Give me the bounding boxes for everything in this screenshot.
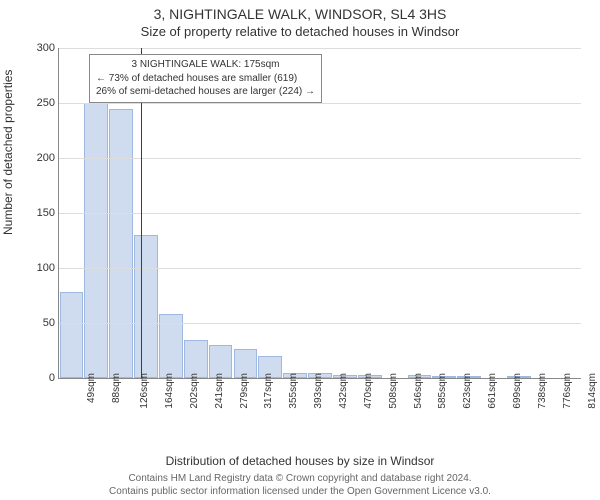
x-tick-label: 393sqm bbox=[313, 373, 324, 409]
x-tick-label: 508sqm bbox=[387, 373, 398, 409]
y-tick-label: 50 bbox=[25, 317, 55, 329]
footer-line-1: Contains HM Land Registry data © Crown c… bbox=[0, 472, 600, 485]
x-tick-label: 49sqm bbox=[86, 373, 97, 403]
x-tick-label: 432sqm bbox=[338, 373, 349, 409]
x-tick-label: 546sqm bbox=[412, 373, 423, 409]
x-axis-label: Distribution of detached houses by size … bbox=[0, 454, 600, 468]
histogram-bar bbox=[109, 109, 133, 379]
x-tick-label: 814sqm bbox=[586, 373, 597, 409]
histogram-bar bbox=[60, 292, 84, 378]
x-tick-label: 279sqm bbox=[238, 373, 249, 409]
x-tick-label: 699sqm bbox=[512, 373, 523, 409]
x-tick-label: 470sqm bbox=[363, 373, 374, 409]
gridline bbox=[59, 158, 581, 159]
annotation-box: 3 NIGHTINGALE WALK: 175sqm← 73% of detac… bbox=[89, 54, 322, 103]
gridline bbox=[59, 103, 581, 104]
x-tick-label: 241sqm bbox=[213, 373, 224, 409]
x-tick-label: 585sqm bbox=[437, 373, 448, 409]
footer-line-2: Contains public sector information licen… bbox=[0, 485, 600, 498]
chart-title-sub: Size of property relative to detached ho… bbox=[0, 22, 600, 39]
chart-footer: Contains HM Land Registry data © Crown c… bbox=[0, 472, 600, 498]
x-tick-label: 738sqm bbox=[537, 373, 548, 409]
gridline bbox=[59, 48, 581, 49]
histogram-bar bbox=[134, 235, 158, 378]
gridline bbox=[59, 213, 581, 214]
y-tick-label: 250 bbox=[25, 97, 55, 109]
annotation-line: ← 73% of detached houses are smaller (61… bbox=[96, 72, 315, 86]
chart-plot-area: 05010015020025030049sqm88sqm126sqm164sqm… bbox=[58, 48, 581, 379]
gridline bbox=[59, 268, 581, 269]
chart-title-main: 3, NIGHTINGALE WALK, WINDSOR, SL4 3HS bbox=[0, 0, 600, 22]
x-tick-label: 661sqm bbox=[487, 373, 498, 409]
chart-container: 3, NIGHTINGALE WALK, WINDSOR, SL4 3HS Si… bbox=[0, 0, 600, 500]
histogram-bar bbox=[84, 103, 108, 378]
y-tick-label: 0 bbox=[25, 372, 55, 384]
y-tick-label: 100 bbox=[25, 262, 55, 274]
y-axis-label: Number of detached properties bbox=[1, 70, 15, 235]
y-tick-label: 150 bbox=[25, 207, 55, 219]
x-tick-label: 623sqm bbox=[462, 373, 473, 409]
x-tick-label: 776sqm bbox=[561, 373, 572, 409]
annotation-line: 26% of semi-detached houses are larger (… bbox=[96, 85, 315, 99]
y-tick-label: 300 bbox=[25, 42, 55, 54]
x-tick-label: 164sqm bbox=[164, 373, 175, 409]
annotation-line: 3 NIGHTINGALE WALK: 175sqm bbox=[96, 58, 315, 72]
x-tick-label: 88sqm bbox=[111, 373, 122, 403]
x-tick-label: 317sqm bbox=[263, 373, 274, 409]
y-tick-label: 200 bbox=[25, 152, 55, 164]
x-tick-label: 355sqm bbox=[288, 373, 299, 409]
x-tick-label: 202sqm bbox=[189, 373, 200, 409]
gridline bbox=[59, 323, 581, 324]
x-tick-label: 126sqm bbox=[139, 373, 150, 409]
